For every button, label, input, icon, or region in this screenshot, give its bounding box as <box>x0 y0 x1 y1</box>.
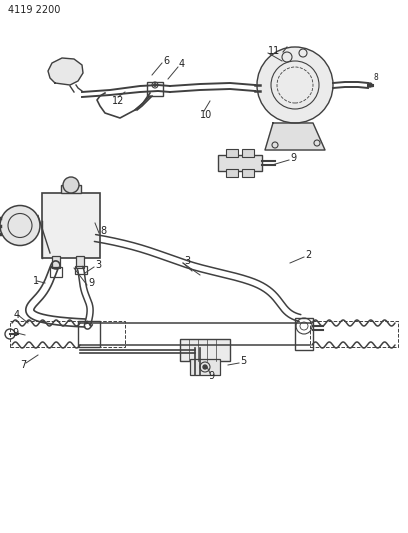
Circle shape <box>257 47 333 123</box>
Text: 4: 4 <box>179 59 185 69</box>
Bar <box>10 321 125 347</box>
Circle shape <box>0 206 40 246</box>
Text: 3: 3 <box>95 260 101 270</box>
Bar <box>52 256 60 268</box>
Text: 2: 2 <box>305 250 311 260</box>
Text: 9: 9 <box>208 371 214 381</box>
Polygon shape <box>48 58 83 85</box>
Text: 4: 4 <box>14 310 20 320</box>
Circle shape <box>203 365 207 369</box>
Text: 12: 12 <box>112 96 124 106</box>
Text: 8: 8 <box>100 226 106 236</box>
Bar <box>147 82 163 96</box>
Bar <box>61 185 81 193</box>
Text: 1: 1 <box>33 276 39 286</box>
Text: 8: 8 <box>373 72 378 82</box>
Text: 6: 6 <box>163 56 169 66</box>
Circle shape <box>63 177 79 193</box>
Bar <box>190 359 220 375</box>
Text: 5: 5 <box>240 356 246 366</box>
Bar <box>226 149 238 157</box>
Bar <box>242 169 254 177</box>
Polygon shape <box>265 123 325 150</box>
Text: 3: 3 <box>184 256 190 266</box>
Circle shape <box>368 83 372 87</box>
Bar <box>50 267 62 277</box>
Text: 10: 10 <box>200 110 212 120</box>
Text: 4119 2200: 4119 2200 <box>8 5 60 15</box>
Text: 9: 9 <box>290 153 296 163</box>
Text: 9: 9 <box>12 328 18 338</box>
Bar <box>78 321 100 347</box>
Bar <box>76 256 84 268</box>
Bar <box>180 339 230 361</box>
Text: 11: 11 <box>268 46 280 56</box>
Bar <box>295 318 313 350</box>
Bar <box>42 193 100 258</box>
Bar <box>218 155 262 171</box>
Bar <box>75 266 87 274</box>
Text: 7: 7 <box>20 360 26 370</box>
Bar <box>226 169 238 177</box>
Text: 9: 9 <box>88 278 94 288</box>
Bar <box>242 149 254 157</box>
Bar <box>310 321 398 347</box>
Circle shape <box>154 84 156 86</box>
